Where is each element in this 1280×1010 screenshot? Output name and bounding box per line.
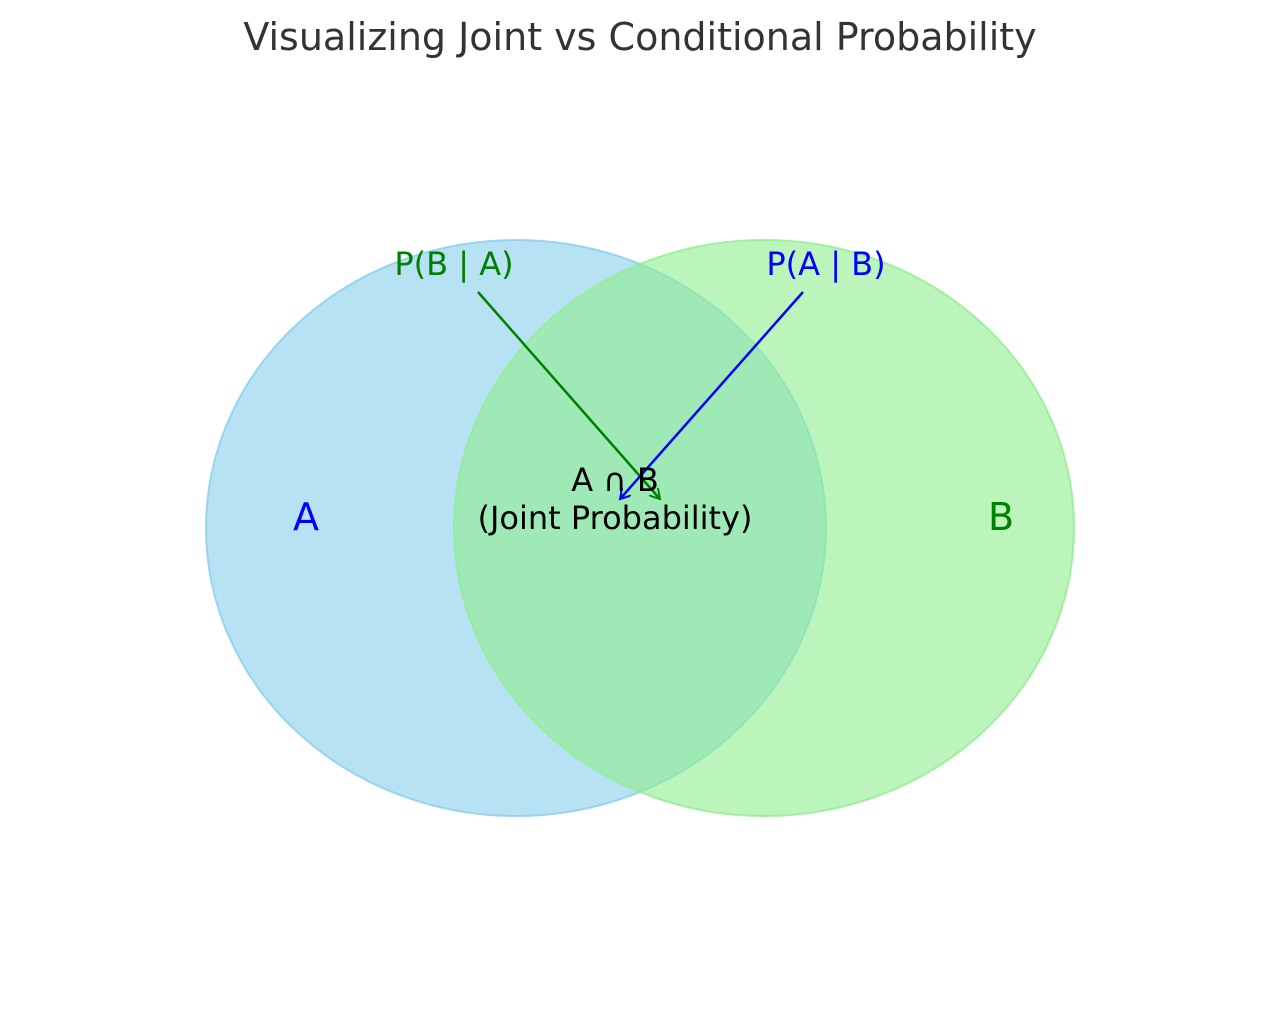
arrow-b-given-a: [477, 291, 660, 499]
set-b-label: B: [988, 495, 1014, 539]
conditional-b-given-a-label: P(B | A): [394, 245, 513, 283]
arrow-a-given-b: [620, 291, 804, 499]
set-b-circle: [453, 239, 1075, 817]
conditional-a-given-b-label: P(A | B): [766, 245, 885, 283]
diagram-title: Visualizing Joint vs Conditional Probabi…: [243, 15, 1036, 59]
intersection-label: A ∩ B: [571, 461, 659, 499]
joint-probability-label: (Joint Probability): [477, 499, 752, 537]
set-a-label: A: [293, 495, 319, 539]
